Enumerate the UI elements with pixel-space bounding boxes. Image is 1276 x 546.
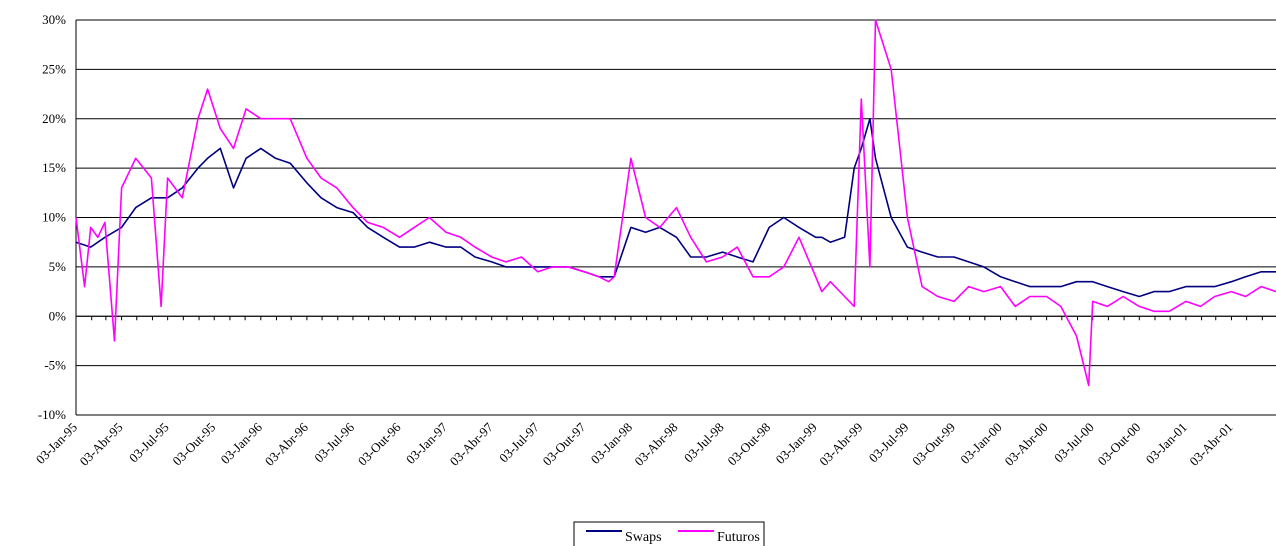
series-line-futuros	[75, 19, 1276, 387]
x-tick-label: 03-Jan-98	[588, 420, 635, 467]
x-tick-label: 03-Jan-01	[1143, 420, 1190, 467]
series-lines	[75, 19, 1276, 387]
x-tick-label: 03-Out-96	[355, 419, 404, 468]
x-tick-label: 03-Abr-98	[631, 420, 680, 469]
x-tick-label: 03-Jul-95	[126, 420, 172, 466]
y-axis-labels: -10% -5% 0% 5% 10% 15% 20% 25% 30%	[38, 12, 66, 422]
y-tick-label: 5%	[49, 259, 67, 274]
x-tick-label: 03-Jan-97	[403, 419, 451, 467]
x-tick-label: 03-Jul-97	[496, 419, 542, 465]
x-tick-label: 03-Jul-00	[1051, 420, 1097, 466]
x-tick-label: 03-Jan-00	[957, 420, 1004, 467]
x-tick-label: 03-Abr-96	[262, 419, 312, 469]
x-tick-label: 03-Out-99	[909, 420, 958, 469]
x-tick-label: 03-Abr-97	[447, 419, 497, 469]
x-tick-label: 03-Out-98	[724, 420, 773, 469]
x-tick-label: 03-Jul-96	[311, 419, 357, 465]
x-axis	[75, 315, 1276, 321]
x-tick-label: 03-Abr-99	[816, 420, 865, 469]
x-tick-label: 03-Jul-98	[681, 420, 727, 466]
series-line-swaps	[75, 117, 1276, 298]
gridlines	[75, 19, 1276, 416]
y-tick-label: 15%	[42, 160, 66, 175]
x-tick-label: 03-Jul-99	[866, 420, 912, 466]
x-tick-label: 03-Abr-00	[1002, 420, 1051, 469]
legend: Swaps Futuros	[573, 521, 765, 546]
x-tick-label: 03-Out-97	[540, 419, 589, 468]
x-tick-label: 03-Jan-99	[772, 420, 819, 467]
x-tick-label: 03-Jan-96	[218, 419, 266, 467]
x-tick-label: 03-Out-95	[169, 420, 218, 469]
legend-label-swaps: Swaps	[625, 530, 662, 545]
y-tick-label: 30%	[42, 12, 66, 27]
legend-label-futuros: Futuros	[717, 530, 760, 545]
y-tick-label: 20%	[42, 111, 66, 126]
legend-box	[573, 521, 765, 546]
x-tick-label: 03-Abr-95	[76, 420, 125, 469]
x-tick-label: 03-Out-00	[1095, 420, 1144, 469]
y-tick-label: -5%	[44, 358, 66, 373]
y-tick-label: -10%	[38, 407, 66, 422]
y-tick-label: 25%	[42, 61, 66, 76]
x-tick-label: 03-Jan-95	[33, 420, 80, 467]
x-tick-label: 03-Abr-01	[1186, 420, 1235, 469]
y-tick-label: 10%	[42, 210, 66, 225]
y-tick-label: 0%	[49, 308, 67, 323]
